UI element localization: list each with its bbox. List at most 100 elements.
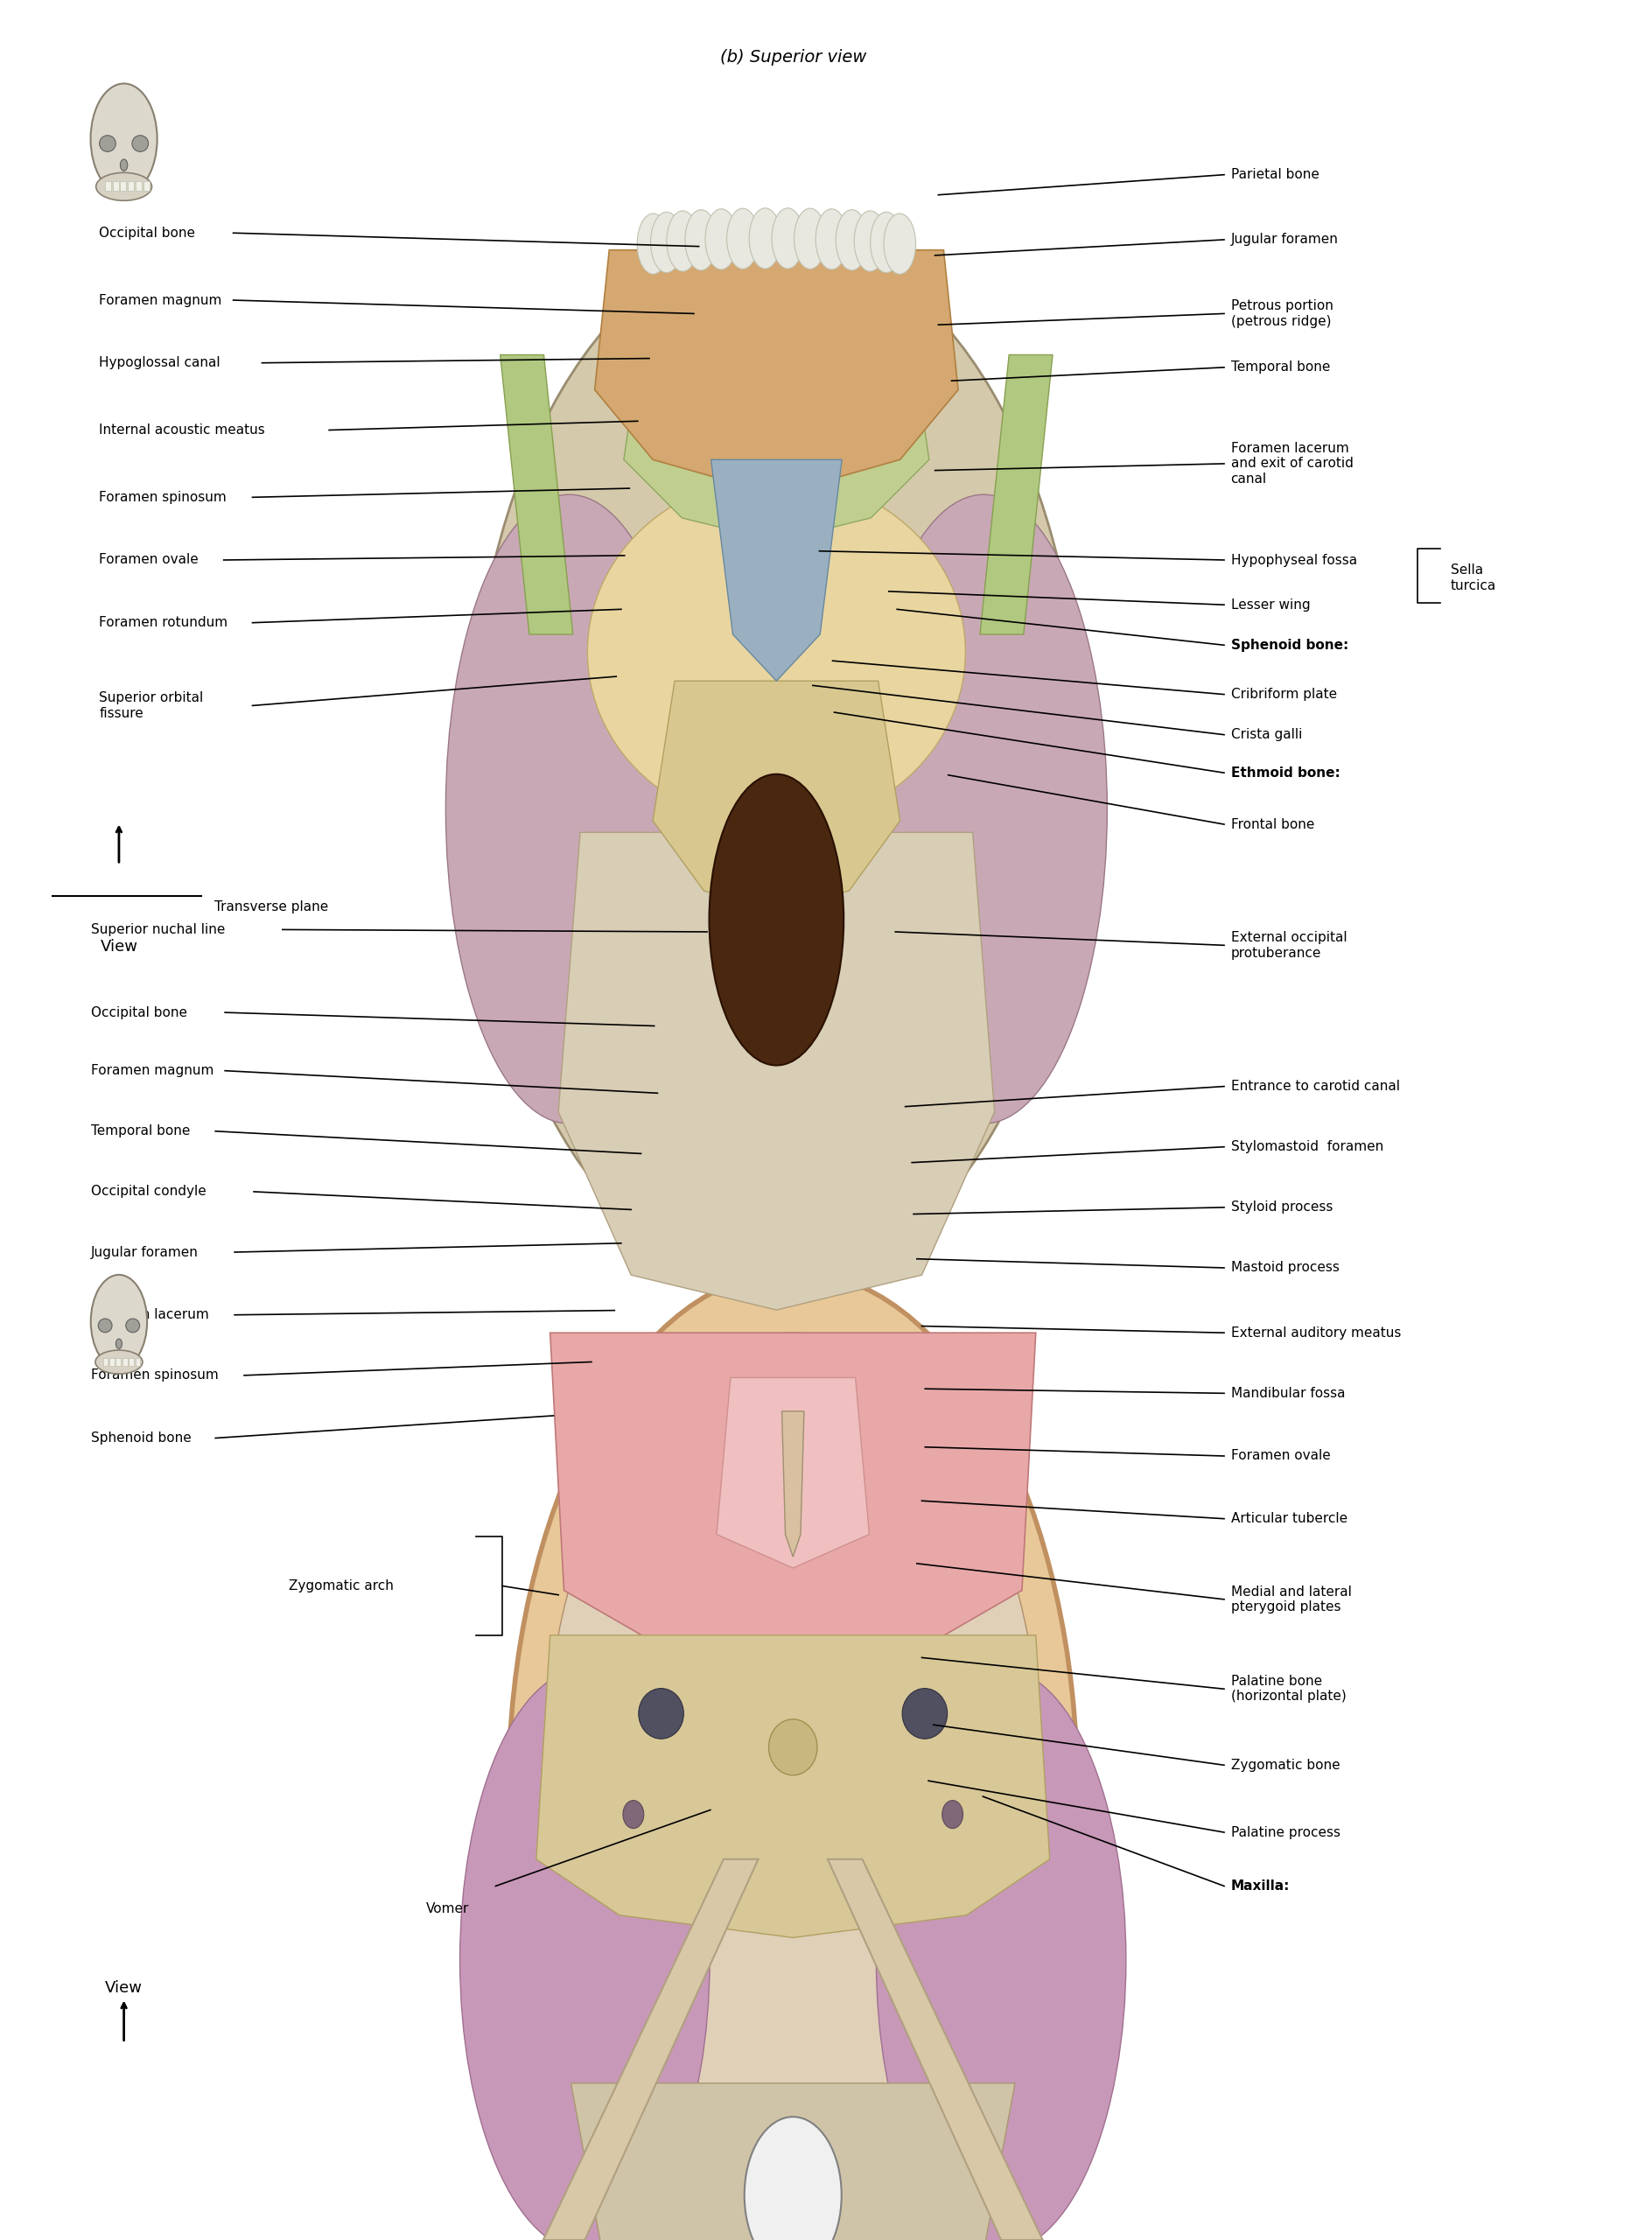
Ellipse shape	[99, 134, 116, 152]
Ellipse shape	[588, 477, 965, 827]
Polygon shape	[544, 1859, 758, 2240]
Text: Temporal bone: Temporal bone	[1231, 361, 1330, 374]
Text: Hypoglossal canal: Hypoglossal canal	[99, 356, 220, 370]
Ellipse shape	[836, 211, 867, 271]
Polygon shape	[558, 833, 995, 1310]
Ellipse shape	[471, 237, 1082, 1286]
Text: Frontal bone: Frontal bone	[1231, 818, 1315, 831]
Ellipse shape	[748, 208, 781, 269]
Text: External occipital
protuberance: External occipital protuberance	[1231, 932, 1346, 959]
Text: Foramen spinosum: Foramen spinosum	[91, 1369, 218, 1382]
Ellipse shape	[446, 495, 692, 1124]
Ellipse shape	[459, 1669, 710, 2240]
Ellipse shape	[623, 1801, 644, 1828]
Polygon shape	[717, 1378, 869, 1568]
Ellipse shape	[544, 1333, 1042, 2240]
Text: Ethmoid bone:: Ethmoid bone:	[1231, 766, 1340, 780]
Text: (b) Superior view: (b) Superior view	[720, 49, 866, 65]
Bar	[112, 181, 119, 190]
Ellipse shape	[96, 1351, 142, 1373]
Text: Zygomatic arch: Zygomatic arch	[289, 1579, 393, 1593]
Text: Superior nuchal line: Superior nuchal line	[91, 923, 225, 936]
Text: Sella
turcica: Sella turcica	[1450, 564, 1497, 591]
Ellipse shape	[651, 213, 682, 273]
Polygon shape	[653, 681, 900, 914]
Text: Mandibular fossa: Mandibular fossa	[1231, 1387, 1345, 1400]
Text: External auditory meatus: External auditory meatus	[1231, 1326, 1401, 1340]
Bar	[102, 1357, 107, 1366]
Text: Sphenoid bone: Sphenoid bone	[91, 1431, 192, 1445]
Bar	[122, 1357, 127, 1366]
Polygon shape	[572, 2083, 1014, 2240]
Text: Internal acoustic meatus: Internal acoustic meatus	[99, 423, 266, 437]
Text: Petrous portion
(petrous ridge): Petrous portion (petrous ridge)	[1231, 300, 1333, 327]
Text: Jugular foramen: Jugular foramen	[1231, 233, 1338, 246]
Ellipse shape	[132, 134, 149, 152]
Text: Jugular foramen: Jugular foramen	[91, 1245, 198, 1259]
Bar	[116, 1357, 121, 1366]
Bar	[144, 181, 149, 190]
Text: Mastoid process: Mastoid process	[1231, 1261, 1340, 1275]
Text: Foramen rotundum: Foramen rotundum	[99, 616, 228, 629]
Text: Entrance to carotid canal: Entrance to carotid canal	[1231, 1080, 1399, 1093]
Ellipse shape	[639, 1689, 684, 1738]
Ellipse shape	[509, 1270, 1077, 2240]
Text: Occipital bone: Occipital bone	[91, 1006, 187, 1019]
Text: Hypophyseal fossa: Hypophyseal fossa	[1231, 553, 1356, 567]
Bar	[127, 181, 134, 190]
Polygon shape	[624, 309, 928, 542]
Ellipse shape	[771, 208, 805, 269]
Text: View: View	[106, 1980, 142, 1996]
Text: Maxilla:: Maxilla:	[1231, 1879, 1290, 1893]
Text: Palatine process: Palatine process	[1231, 1826, 1340, 1839]
Ellipse shape	[942, 1801, 963, 1828]
Polygon shape	[781, 1411, 805, 1557]
Polygon shape	[595, 251, 958, 495]
Bar	[129, 1357, 134, 1366]
Ellipse shape	[745, 2117, 841, 2240]
Text: Foramen lacerum: Foramen lacerum	[91, 1308, 208, 1322]
Text: Cribriform plate: Cribriform plate	[1231, 688, 1336, 701]
Ellipse shape	[902, 1689, 947, 1738]
Ellipse shape	[876, 1669, 1127, 2240]
Ellipse shape	[116, 1340, 122, 1348]
Ellipse shape	[705, 208, 737, 269]
Text: Superior orbital
fissure: Superior orbital fissure	[99, 692, 203, 719]
Text: Foramen ovale: Foramen ovale	[1231, 1449, 1330, 1463]
Ellipse shape	[638, 213, 669, 273]
Bar	[135, 1357, 140, 1366]
Text: Occipital bone: Occipital bone	[99, 226, 195, 240]
Text: Foramen ovale: Foramen ovale	[99, 553, 198, 567]
Ellipse shape	[126, 1319, 140, 1333]
Ellipse shape	[768, 1720, 818, 1776]
Text: Transverse plane: Transverse plane	[215, 900, 329, 914]
Text: Foramen spinosum: Foramen spinosum	[99, 491, 226, 504]
Text: Palatine bone
(horizontal plate): Palatine bone (horizontal plate)	[1231, 1676, 1346, 1702]
Text: Articular tubercle: Articular tubercle	[1231, 1512, 1348, 1525]
Ellipse shape	[686, 211, 717, 271]
Ellipse shape	[91, 1275, 147, 1369]
Text: View: View	[101, 939, 137, 954]
Ellipse shape	[816, 208, 847, 269]
Text: Crista galli: Crista galli	[1231, 728, 1302, 741]
Ellipse shape	[121, 159, 127, 170]
Text: Foramen lacerum
and exit of carotid
canal: Foramen lacerum and exit of carotid cana…	[1231, 441, 1353, 486]
Polygon shape	[550, 1333, 1036, 1669]
Bar	[109, 1357, 114, 1366]
Text: Styloid process: Styloid process	[1231, 1201, 1333, 1214]
Ellipse shape	[795, 208, 826, 269]
Text: Medial and lateral
pterygoid plates: Medial and lateral pterygoid plates	[1231, 1586, 1351, 1613]
Polygon shape	[710, 459, 843, 681]
Ellipse shape	[884, 213, 915, 273]
Ellipse shape	[854, 211, 885, 271]
Text: Lesser wing: Lesser wing	[1231, 598, 1310, 612]
Ellipse shape	[861, 495, 1107, 1124]
Bar	[135, 181, 142, 190]
Polygon shape	[980, 354, 1052, 634]
Ellipse shape	[709, 775, 844, 1066]
Bar	[121, 181, 126, 190]
Text: Temporal bone: Temporal bone	[91, 1124, 190, 1138]
Polygon shape	[537, 1635, 1049, 1938]
Bar	[106, 181, 111, 190]
Text: Stylomastoid  foramen: Stylomastoid foramen	[1231, 1140, 1383, 1154]
